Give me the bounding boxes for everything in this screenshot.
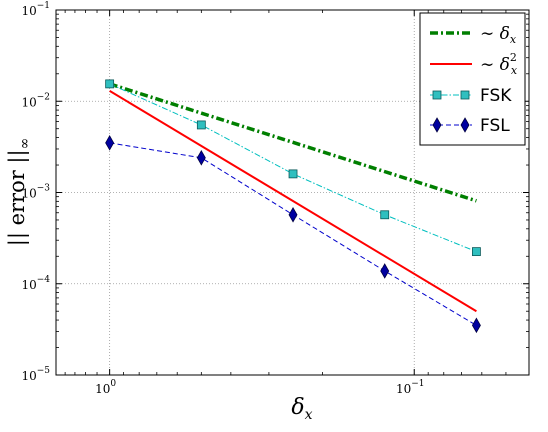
ref-line-dx2 <box>109 89 477 313</box>
x-tick-label-base: 10 <box>95 382 110 396</box>
point-fsk <box>105 79 115 89</box>
y-tick-label-exp: −3 <box>37 184 51 194</box>
point-fsk <box>196 120 206 130</box>
legend-label-ref-dx: ∼ δx <box>480 24 517 46</box>
x-tick-label-exp: 0 <box>110 379 116 389</box>
point-fsk <box>380 210 390 220</box>
point-fsk <box>472 247 481 257</box>
legend-label-ref-dx2-main: ∼ δ <box>480 55 510 75</box>
y-tick-label-base: 10 <box>21 95 36 109</box>
y-axis-label-sub: ∞ <box>17 138 33 150</box>
x-axis-label: δx <box>291 395 312 423</box>
x-tick-label-base: 10 <box>396 382 411 396</box>
ref-line-dx <box>109 82 477 203</box>
legend-label-ref-dx2: ∼ δ2 x <box>480 51 518 77</box>
legend-marker-fsl-right <box>460 117 470 133</box>
legend-label-ref-dx2-sub: x <box>511 64 518 77</box>
point-fsl <box>196 149 206 166</box>
legend-marker-fsk-right <box>460 90 470 100</box>
plot-area <box>105 79 481 334</box>
legend-label-ref-dx2-sup: 2 <box>510 51 517 64</box>
y-axis-label: || error ||∞ <box>5 138 33 247</box>
y-tick-label-base: 10 <box>21 4 36 18</box>
legend-label-fsl: FSL <box>480 116 510 136</box>
y-tick-label-exp: −1 <box>37 1 50 11</box>
y-tick-label: 10−2 <box>21 92 50 109</box>
x-tick-label: 10−1 <box>396 379 425 396</box>
legend-label-fsk: FSK <box>480 86 512 106</box>
x-axis-label-main: δ <box>291 395 304 420</box>
legend: ∼ δx ∼ δ2 x FSK FSL <box>419 12 526 146</box>
y-tick-label: 10−3 <box>21 184 50 201</box>
x-tick-label-exp: −1 <box>411 379 424 389</box>
legend-marker-fsk-left <box>432 90 442 100</box>
y-tick-label-base: 10 <box>21 187 36 201</box>
y-axis-label-main: || error || <box>5 149 30 246</box>
x-axis-label-sub: x <box>305 407 313 423</box>
point-fsk <box>288 169 298 179</box>
point-fsl <box>105 135 115 151</box>
y-tick-label-base: 10 <box>21 369 36 383</box>
x-tick-label: 100 <box>95 379 116 396</box>
legend-label-ref-dx-main: ∼ δ <box>480 24 510 44</box>
y-tick-label-base: 10 <box>21 278 36 292</box>
y-tick-label-exp: −5 <box>37 366 51 376</box>
y-tick-label: 10−5 <box>21 366 50 383</box>
legend-marker-fsl-left <box>432 117 442 133</box>
y-tick-label-exp: −4 <box>37 275 51 285</box>
y-tick-label-exp: −2 <box>37 92 50 102</box>
y-tick-label: 10−1 <box>21 1 50 18</box>
legend-label-ref-dx-sub: x <box>510 33 517 46</box>
point-fsl <box>288 206 298 223</box>
point-fsl <box>471 317 481 334</box>
y-tick-label: 10−4 <box>21 275 50 292</box>
point-fsl <box>380 263 390 279</box>
plot-frame <box>55 9 530 376</box>
